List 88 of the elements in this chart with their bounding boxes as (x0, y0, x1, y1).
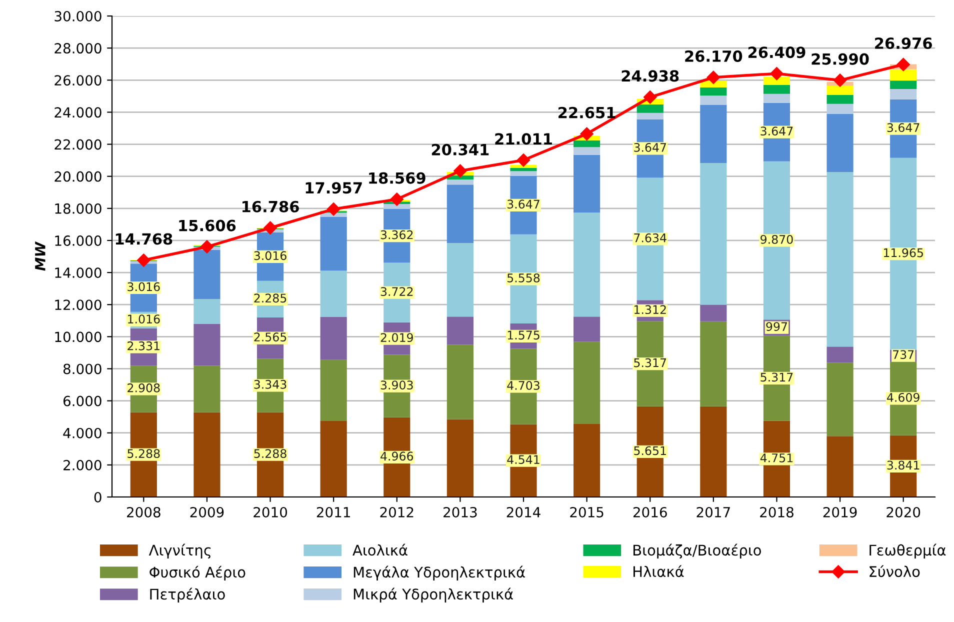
legend-label: Γεωθερμία (870, 544, 946, 558)
data-label: 3.362 (380, 230, 413, 240)
y-tick-label: 10.000 (55, 332, 102, 342)
data-label: 3.647 (634, 142, 666, 152)
y-tick-label: 2.000 (64, 460, 102, 470)
data-label: 3.016 (254, 251, 286, 260)
data-label: 24.938 (622, 70, 679, 82)
y-tick-label: 4.000 (63, 428, 102, 438)
x-tick-label: 2018 (760, 506, 794, 518)
data-label: 16.786 (242, 200, 299, 212)
y-tick-label: 0 (94, 492, 102, 502)
y-axis-title: MW (35, 241, 46, 271)
data-label: 2.019 (380, 333, 413, 342)
data-label: 2.908 (128, 383, 160, 392)
data-label: 4.751 (760, 454, 793, 462)
data-label: 20.341 (432, 144, 489, 156)
y-tick-label: 18.000 (55, 203, 102, 214)
data-label: 4.966 (380, 452, 414, 461)
data-label: 26.976 (875, 37, 932, 50)
data-label: 26.170 (685, 50, 742, 62)
legend-label: Πετρέλαιο (150, 588, 225, 602)
data-label: 5.288 (128, 449, 160, 458)
y-tick-label: 28.000 (54, 43, 102, 54)
legend-label: Βιομάζα/Βιοαέριο (634, 544, 761, 559)
x-tick-label: 2010 (254, 506, 288, 518)
data-label: 3.647 (508, 200, 540, 209)
data-label: 3.343 (254, 380, 286, 389)
data-label: 15.606 (179, 220, 236, 232)
x-tick-label: 2019 (823, 506, 857, 518)
y-tick-label: 16.000 (55, 235, 102, 246)
data-label: 7.634 (634, 233, 666, 242)
data-label: 1.016 (128, 314, 160, 324)
legend-label: Λιγνίτης (148, 544, 211, 559)
data-label: 4.703 (507, 380, 540, 390)
data-label: 5.651 (634, 446, 666, 456)
data-label: 3.016 (128, 282, 160, 292)
data-label: 17.957 (306, 182, 362, 194)
data-label: 5.317 (760, 372, 793, 382)
legend-label: Μεγάλα Υδροηλεκτρικά (354, 566, 525, 580)
data-label: 2.331 (128, 341, 160, 350)
legend-label: Ηλιακά (634, 565, 684, 578)
y-tick-label: 8.000 (63, 364, 102, 374)
data-label: 11.965 (884, 248, 923, 258)
x-tick-label: 2015 (570, 506, 604, 518)
legend-label: Φυσικό Αέριο (150, 566, 246, 581)
data-label: 22.651 (558, 106, 616, 118)
data-label: 737 (893, 350, 914, 360)
legend-label: Σύνολο (870, 565, 920, 578)
data-label: 5.317 (634, 358, 666, 368)
data-label: 997 (766, 322, 787, 332)
data-label: 3.647 (887, 123, 920, 132)
data-label: 1.312 (634, 305, 666, 314)
x-tick-label: 2013 (444, 506, 477, 518)
y-tick-label: 22.000 (54, 139, 102, 150)
x-tick-label: 2017 (696, 506, 730, 518)
data-label: 3.841 (887, 460, 920, 470)
x-tick-label: 2012 (380, 506, 414, 518)
x-tick-label: 2011 (316, 506, 350, 518)
y-tick-label: 20.000 (54, 171, 102, 182)
data-label: 21.011 (495, 133, 552, 145)
data-label: 5.288 (254, 449, 286, 458)
data-label: 3.903 (380, 380, 413, 390)
data-label: 1.575 (508, 330, 540, 340)
legend-label: Μικρά Υδροηλεκτρικά (354, 588, 513, 602)
x-tick-label: 2016 (633, 506, 667, 518)
data-label: 14.768 (116, 233, 172, 245)
data-label: 4.609 (887, 392, 920, 402)
data-label: 25.990 (812, 53, 869, 65)
legend-label: Αιολικά (352, 544, 408, 556)
y-tick-label: 6.000 (63, 396, 102, 406)
data-label: 5.558 (508, 273, 540, 282)
y-tick-label: 30.000 (54, 10, 102, 22)
data-label: 2.565 (254, 332, 286, 342)
data-label: 3.722 (380, 287, 413, 296)
data-label: 4.541 (507, 455, 540, 464)
x-tick-label: 2008 (127, 506, 160, 518)
data-label: 18.569 (369, 172, 426, 184)
y-tick-label: 24.000 (54, 107, 102, 118)
y-tick-label: 12.000 (55, 300, 102, 310)
x-tick-label: 2020 (886, 506, 920, 518)
y-tick-label: 14.000 (55, 268, 102, 278)
x-tick-label: 2014 (506, 506, 540, 518)
data-label: 9.870 (760, 234, 793, 244)
x-tick-label: 2009 (190, 506, 224, 518)
data-label: 26.409 (748, 46, 806, 58)
data-label: 2.285 (254, 294, 286, 303)
data-label: 3.647 (760, 126, 793, 136)
y-tick-label: 26.000 (54, 75, 102, 86)
